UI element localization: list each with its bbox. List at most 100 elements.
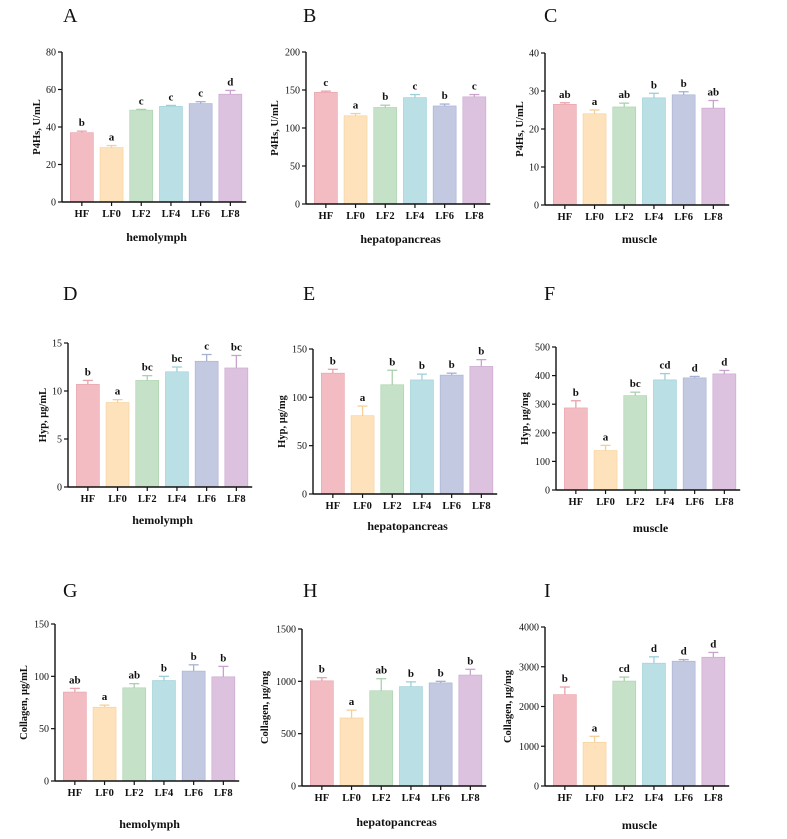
x-tick-label: HF (558, 212, 573, 223)
y-tick-label: 0 (545, 486, 550, 497)
significance-letter: b (408, 668, 414, 680)
y-axis-label: Collagen, μg/mL (19, 665, 30, 740)
bar-lf4 (642, 97, 666, 206)
x-tick-label: HF (75, 209, 90, 220)
bar-lf2 (612, 106, 637, 206)
bar-lf8 (712, 373, 737, 491)
y-tick-label: 80 (46, 48, 56, 59)
y-tick-label: 1000 (276, 677, 296, 688)
y-axis-label: Hyp, μg/mL (38, 388, 49, 442)
bar-lf0 (582, 741, 607, 787)
significance-letter: ab (375, 665, 387, 677)
bar-lf4 (642, 662, 666, 787)
y-tick-label: 30 (529, 87, 539, 98)
significance-letter: b (681, 78, 687, 90)
x-tick-label: LF8 (465, 211, 484, 222)
x-axis-label: hepatopancreas (360, 232, 441, 246)
y-tick-label: 0 (534, 201, 539, 212)
y-tick-label: 500 (535, 343, 550, 354)
panel-h: Hb HF a LF0 ab LF2 b LF4 b LF6 b LF8 0 500 1000 1500 Col… (260, 580, 487, 829)
panel-label: E (303, 283, 315, 305)
y-tick-label: 0 (302, 490, 307, 501)
panel-label: C (544, 5, 557, 27)
y-tick-label: 40 (529, 49, 539, 60)
x-tick-label: LF4 (413, 501, 432, 512)
x-tick-label: LF2 (615, 793, 634, 804)
y-tick-label: 50 (39, 724, 49, 735)
significance-letter: b (382, 91, 388, 103)
x-tick-label: LF6 (191, 209, 210, 220)
x-tick-label: LF6 (435, 211, 454, 222)
x-tick-label: LF8 (704, 212, 723, 223)
bar-lf0 (350, 415, 375, 495)
bar-lf2 (623, 395, 648, 491)
bar-lf0 (593, 450, 618, 491)
significance-letter: d (721, 356, 727, 368)
significance-letter: b (573, 387, 579, 399)
y-tick-label: 50 (290, 162, 300, 173)
x-tick-label: LF4 (656, 497, 675, 508)
x-tick-label: LF8 (715, 497, 734, 508)
bar-lf0 (99, 147, 124, 203)
x-tick-label: LF4 (168, 494, 187, 505)
significance-letter: a (603, 431, 609, 443)
y-tick-label: 0 (534, 782, 539, 793)
y-tick-label: 300 (535, 400, 550, 411)
bar-hf (310, 680, 334, 787)
significance-letter: b (220, 652, 226, 664)
significance-letter: bc (630, 378, 641, 390)
y-tick-label: 20 (529, 125, 539, 136)
y-tick-label: 2000 (519, 702, 539, 713)
x-tick-label: LF8 (472, 501, 491, 512)
bar-lf4 (152, 680, 176, 782)
x-tick-label: LF6 (674, 793, 693, 804)
y-tick-label: 0 (57, 483, 62, 494)
bar-lf0 (339, 717, 364, 787)
bar-lf4 (653, 379, 677, 491)
bar-hf (564, 407, 588, 491)
x-tick-label: LF6 (674, 212, 693, 223)
bar-lf6 (181, 670, 206, 782)
x-tick-label: HF (319, 211, 334, 222)
y-tick-label: 10 (52, 387, 62, 398)
x-tick-label: LF0 (342, 793, 361, 804)
x-axis-label: hemolymph (126, 230, 187, 244)
y-tick-label: 60 (46, 85, 56, 96)
significance-letter: cd (619, 663, 630, 675)
bar-lf2 (612, 680, 637, 787)
significance-letter: cd (659, 360, 670, 372)
x-tick-label: LF2 (138, 494, 157, 505)
y-tick-label: 3000 (519, 662, 539, 673)
panel-label: A (63, 5, 78, 27)
significance-letter: c (169, 91, 174, 103)
panel-a: Ab HF a LF0 c LF2 c LF4 c LF6 d LF8 0 20 40 60 80 P4Hs, U… (32, 5, 247, 244)
panel-f: Fb HF a LF0 bc LF2 cd LF4 d LF6 d LF8 0 100 200 300 400 5… (520, 283, 741, 535)
x-tick-label: LF6 (184, 788, 203, 799)
significance-letter: b (562, 673, 568, 685)
x-axis-label: hemolymph (132, 513, 193, 527)
panel-e: Eb HF a LF0 b LF2 b LF4 b LF6 b LF8 0 50 100 150 Hyp, μg… (277, 283, 498, 533)
significance-letter: bc (142, 362, 153, 374)
significance-letter: c (139, 95, 144, 107)
x-tick-label: HF (81, 494, 96, 505)
x-tick-label: LF8 (214, 788, 233, 799)
x-tick-label: LF4 (402, 793, 421, 804)
x-tick-label: LF0 (108, 494, 127, 505)
x-tick-label: LF2 (376, 211, 395, 222)
significance-letter: bc (231, 341, 242, 353)
bar-lf8 (458, 674, 483, 787)
bar-lf4 (165, 371, 189, 488)
x-tick-label: LF4 (155, 788, 174, 799)
x-tick-label: LF4 (406, 211, 425, 222)
x-tick-label: LF4 (162, 209, 181, 220)
y-tick-label: 150 (285, 86, 300, 97)
x-tick-label: HF (569, 497, 584, 508)
bar-lf4 (159, 106, 183, 203)
bar-lf0 (582, 113, 607, 206)
significance-letter: ab (128, 670, 140, 682)
bar-hf (553, 694, 577, 787)
significance-letter: b (442, 90, 448, 102)
bar-hf (314, 91, 338, 205)
bar-lf2 (135, 380, 160, 488)
bar-hf (63, 691, 87, 782)
